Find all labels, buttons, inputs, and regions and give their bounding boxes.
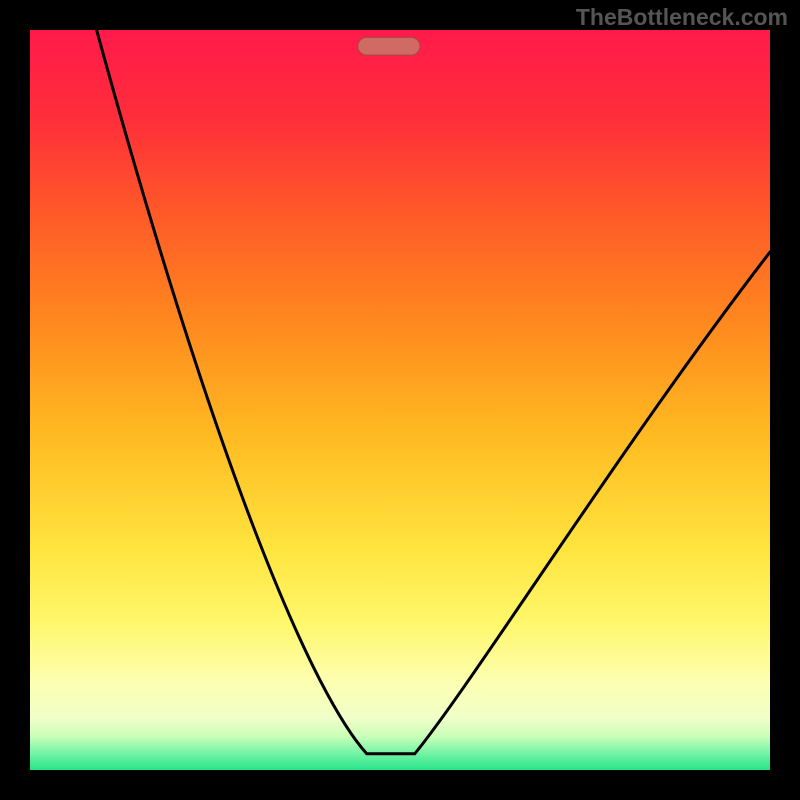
gradient-background (30, 30, 770, 770)
figure-root: TheBottleneck.com (0, 0, 800, 800)
watermark-text: TheBottleneck.com (576, 4, 788, 31)
optimal-marker (358, 37, 420, 55)
bottleneck-chart (30, 30, 770, 770)
plot-area (30, 30, 770, 770)
